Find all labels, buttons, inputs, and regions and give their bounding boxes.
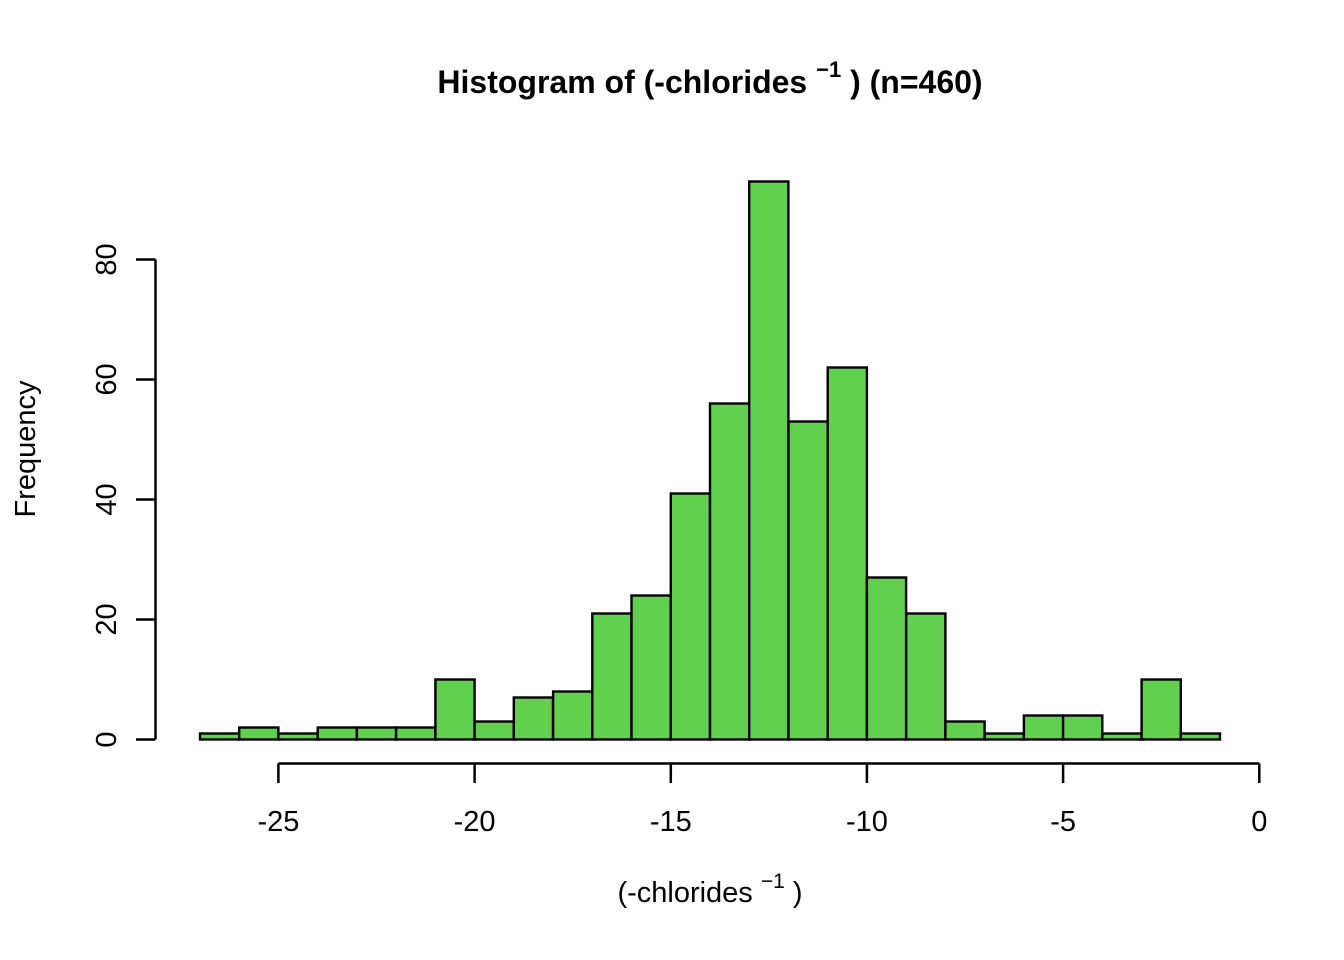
histogram-bar: [473, 720, 516, 741]
histogram-bar: [1101, 732, 1143, 741]
histogram-bar: [512, 696, 555, 741]
histogram-bar: [1061, 714, 1104, 741]
x-axis-label-prefix: (-chlorides: [617, 877, 760, 909]
histogram-bar: [944, 720, 986, 741]
y-tick-label: 0: [91, 731, 123, 747]
y-axis: 0 20 40 60 80: [91, 243, 157, 748]
histogram-bars: [198, 180, 1222, 741]
chart-title-suffix: ) (n=460): [850, 64, 982, 100]
x-axis: -25 -20 -15 -10 -5 0: [257, 762, 1267, 838]
histogram-bar: [669, 492, 712, 741]
x-axis-label: (-chlorides −1 ): [617, 863, 802, 909]
histogram-bar: [434, 678, 476, 741]
histogram-bar: [237, 726, 280, 741]
histogram-bar: [1140, 678, 1182, 741]
x-tick-label: -15: [650, 806, 692, 838]
histogram-bar: [551, 690, 594, 741]
histogram-bar: [1022, 714, 1065, 741]
chart-title: Histogram of (-chlorides −1 ) (n=460): [437, 48, 982, 100]
y-tick-label: 20: [91, 603, 123, 635]
histogram-bar: [708, 402, 751, 741]
x-axis-label-superscript: −1: [761, 870, 785, 893]
histogram-bar: [630, 594, 672, 741]
histogram-bar: [394, 726, 437, 741]
x-tick-label: -5: [1050, 806, 1076, 838]
histogram-bar: [591, 612, 633, 741]
histogram-bar: [277, 732, 319, 741]
histogram-bar: [865, 576, 908, 741]
x-tick-label: -25: [257, 806, 299, 838]
x-tick-label: -20: [454, 806, 496, 838]
y-tick-label: 40: [91, 483, 123, 515]
histogram-bar: [1179, 732, 1222, 741]
histogram-bar: [826, 366, 869, 741]
x-tick-label: -10: [846, 806, 888, 838]
histogram-bar: [355, 726, 398, 741]
histogram-bar: [316, 726, 359, 741]
histogram-bar: [787, 420, 829, 741]
y-tick-label: 60: [91, 363, 123, 395]
x-axis-label-suffix: ): [793, 877, 803, 909]
histogram-bar: [983, 732, 1026, 741]
y-tick-label: 80: [91, 243, 123, 275]
chart-title-prefix: Histogram of (-chlorides: [437, 64, 816, 100]
x-tick-label: 0: [1251, 806, 1267, 838]
histogram-bar: [748, 180, 790, 741]
y-axis-label: Frequency: [10, 380, 42, 518]
histogram-bar: [905, 612, 947, 741]
chart-title-superscript: −1: [816, 57, 841, 82]
histogram-bar: [198, 732, 241, 741]
